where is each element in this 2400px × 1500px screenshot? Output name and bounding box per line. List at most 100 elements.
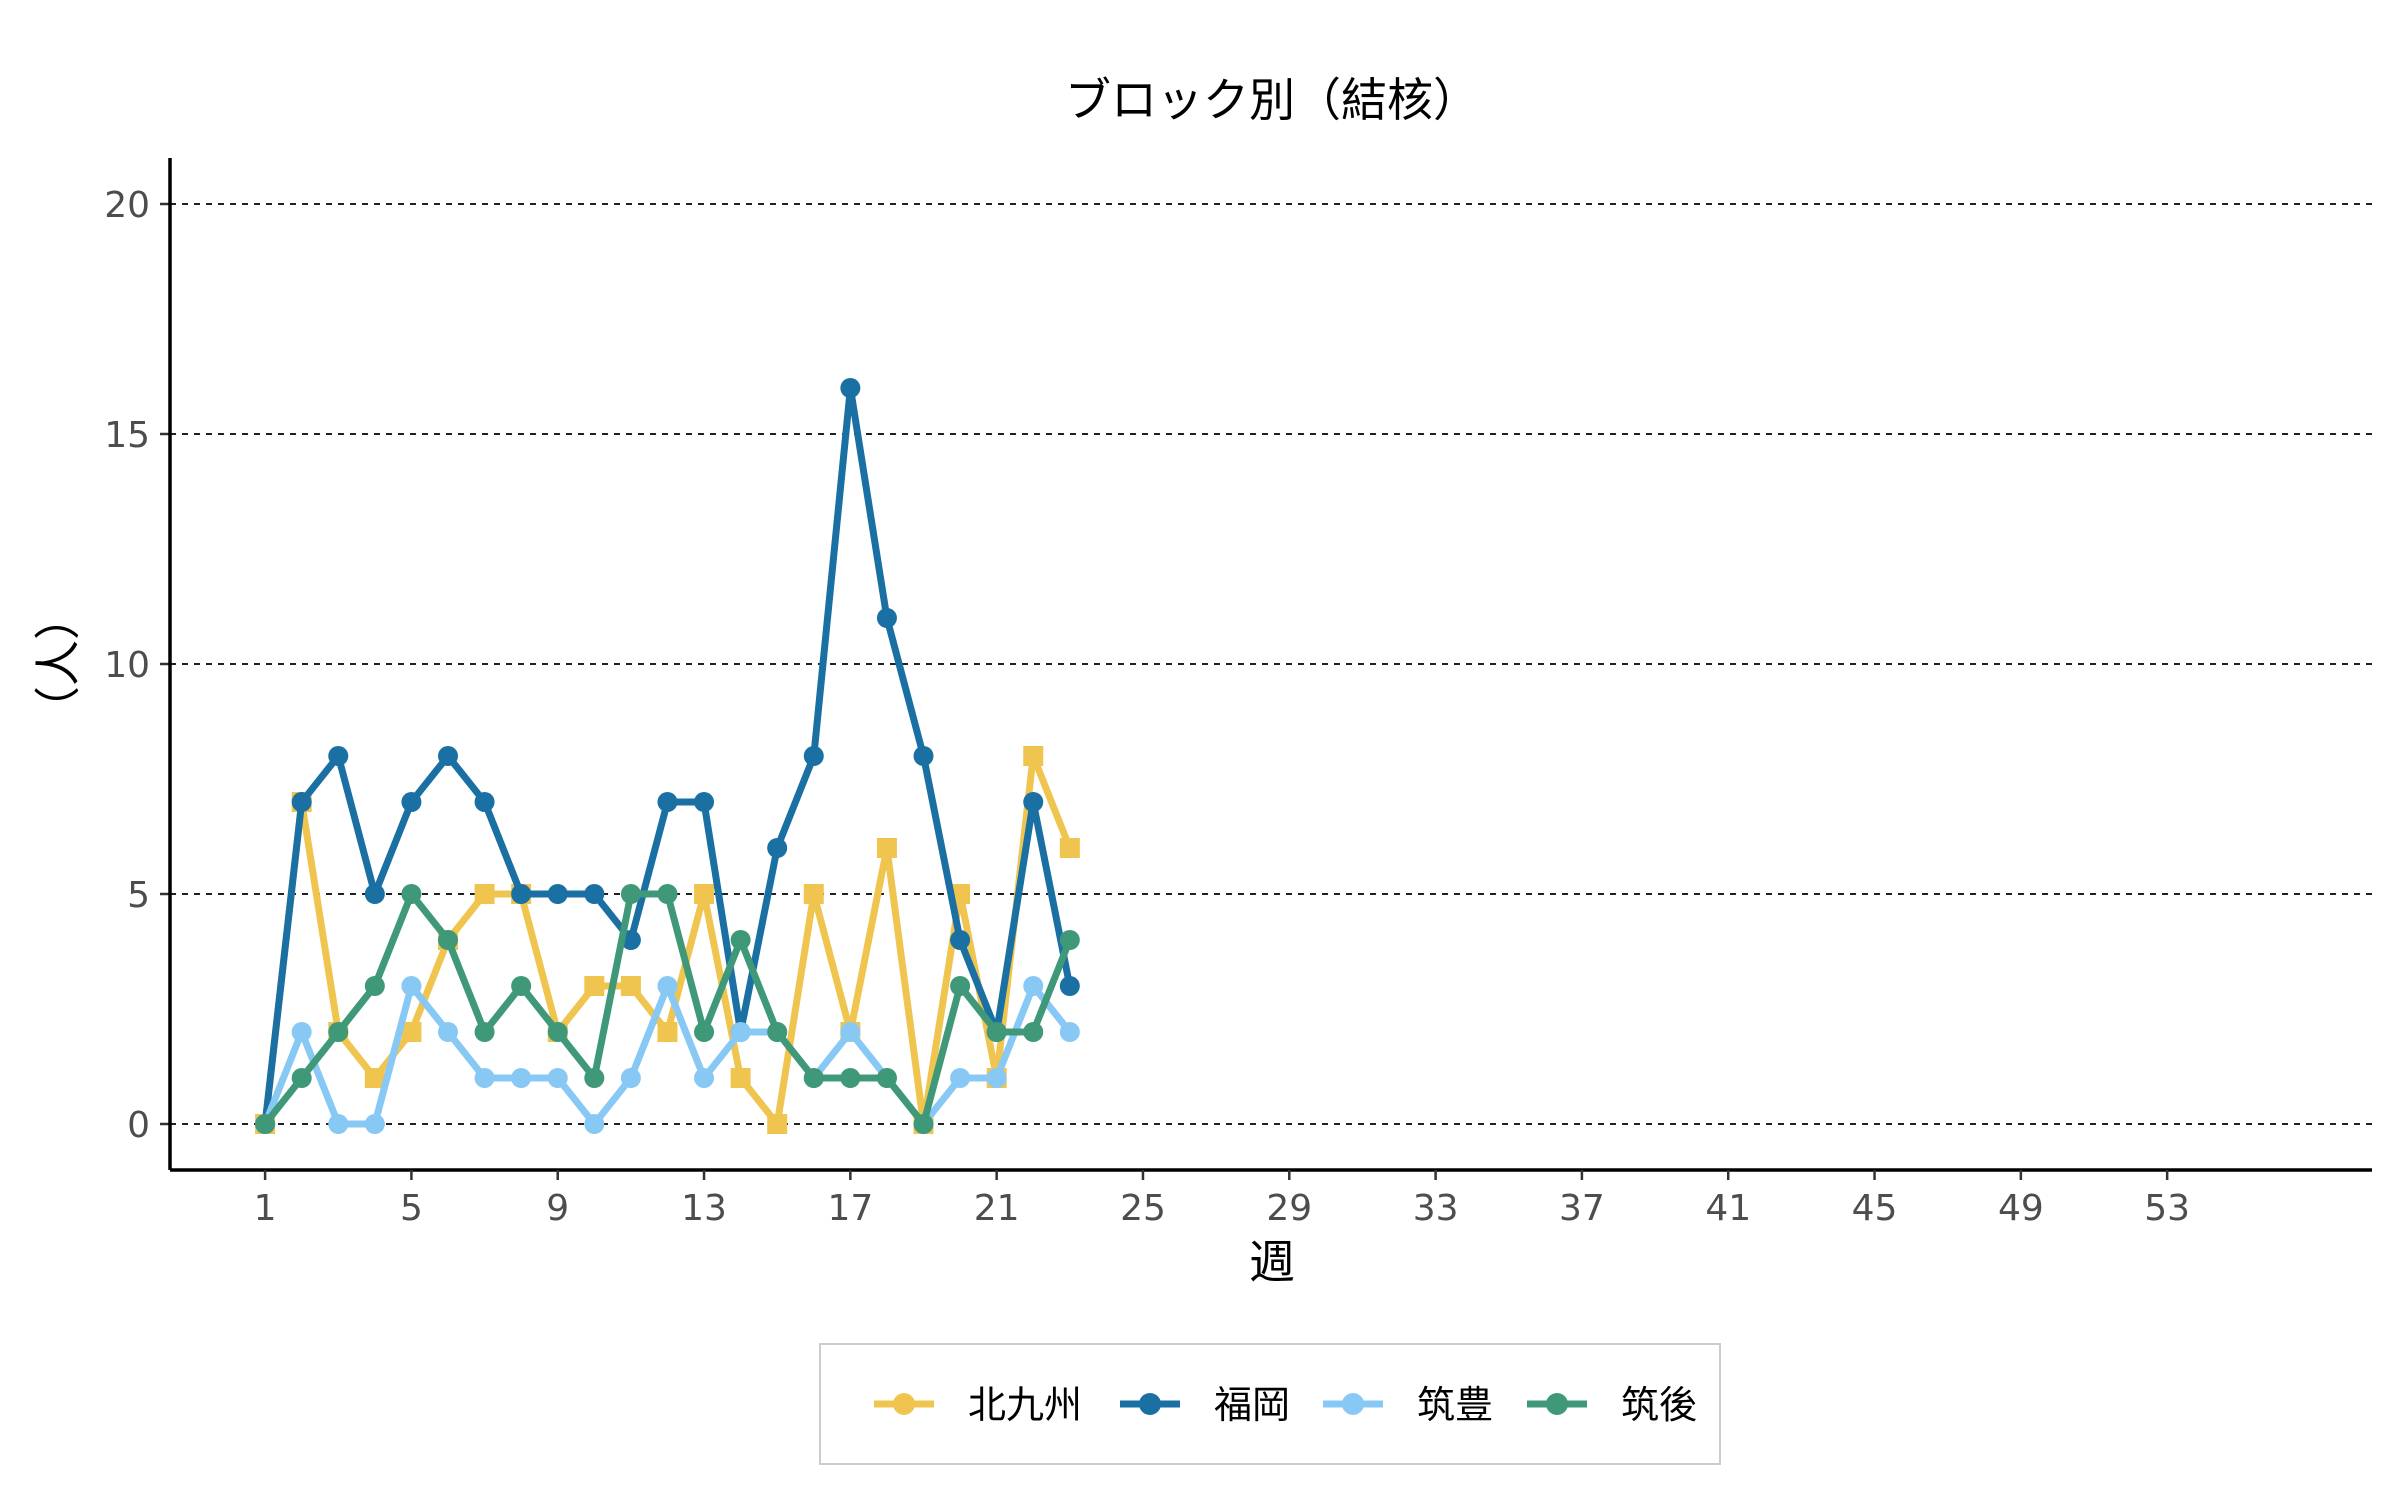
point-4-4 <box>364 976 385 996</box>
point-3-14 <box>730 1022 751 1042</box>
point-4-3 <box>328 1022 349 1042</box>
x-tick-label-37: 37 <box>1559 1188 1605 1229</box>
point-3-13 <box>694 1068 715 1088</box>
point-1-13 <box>694 884 715 904</box>
x-tick-label-9: 9 <box>546 1188 569 1229</box>
point-3-8 <box>511 1068 532 1088</box>
point-3-20 <box>950 1068 971 1088</box>
y-tick-label-20: 20 <box>104 185 150 226</box>
point-4-9 <box>547 1022 568 1042</box>
point-2-20 <box>950 930 971 950</box>
point-4-14 <box>730 930 751 950</box>
x-tick-label-49: 49 <box>1998 1188 2044 1229</box>
point-4-23 <box>1059 930 1080 950</box>
x-tick-label-5: 5 <box>400 1188 423 1229</box>
point-1-18 <box>876 838 897 858</box>
legend-label-2: 福岡 <box>1214 1383 1290 1427</box>
point-1-22 <box>1023 746 1044 766</box>
legend: 北九州 福岡 筑豊 筑後 <box>819 1343 1721 1465</box>
point-2-23 <box>1059 976 1080 996</box>
point-4-17 <box>840 1068 861 1088</box>
point-4-15 <box>767 1022 788 1042</box>
point-4-18 <box>876 1068 897 1088</box>
x-tick-label-53: 53 <box>2144 1188 2190 1229</box>
point-2-5 <box>401 792 422 812</box>
point-4-2 <box>291 1068 312 1088</box>
point-3-17 <box>840 1022 861 1042</box>
x-tick-label-41: 41 <box>1705 1188 1751 1229</box>
legend-item-3: 筑豊 <box>1323 1383 1493 1427</box>
x-tick-label-21: 21 <box>974 1188 1020 1229</box>
point-3-22 <box>1023 976 1044 996</box>
point-2-8 <box>511 884 532 904</box>
legend-label-4: 筑後 <box>1621 1383 1697 1427</box>
point-2-9 <box>547 884 568 904</box>
grid <box>170 203 2372 1125</box>
point-4-22 <box>1023 1022 1044 1042</box>
series-4 <box>255 884 1080 1134</box>
series <box>255 378 1080 1134</box>
y-tick-label-15: 15 <box>104 415 150 456</box>
point-4-5 <box>401 884 422 904</box>
legend-item-2: 福岡 <box>1120 1383 1290 1427</box>
point-2-18 <box>876 608 897 628</box>
point-3-9 <box>547 1068 568 1088</box>
point-4-10 <box>584 1068 605 1088</box>
point-1-10 <box>584 976 605 996</box>
x-tick-label-29: 29 <box>1266 1188 1312 1229</box>
legend-item-1: 北九州 <box>874 1383 1082 1427</box>
point-2-15 <box>767 838 788 858</box>
x-tick-label-45: 45 <box>1852 1188 1898 1229</box>
point-3-12 <box>657 976 678 996</box>
point-4-11 <box>620 884 641 904</box>
point-1-5 <box>401 1022 422 1042</box>
legend-item-4: 筑後 <box>1527 1383 1697 1427</box>
point-2-19 <box>913 746 934 766</box>
series-line-2 <box>261 384 1074 1128</box>
y-axis-title: （人） <box>31 594 85 732</box>
point-4-19 <box>913 1114 934 1134</box>
point-2-17 <box>840 378 861 398</box>
point-4-16 <box>803 1068 824 1088</box>
point-4-20 <box>950 976 971 996</box>
point-3-6 <box>437 1022 458 1042</box>
legend-swatch-marker-2 <box>1139 1393 1161 1415</box>
legend-label-3: 筑豊 <box>1417 1383 1493 1427</box>
point-4-12 <box>657 884 678 904</box>
point-4-21 <box>986 1022 1007 1042</box>
point-2-12 <box>657 792 678 812</box>
point-2-4 <box>364 884 385 904</box>
point-2-7 <box>474 792 495 812</box>
x-tick-label-17: 17 <box>827 1188 873 1229</box>
x-tick-label-13: 13 <box>681 1188 727 1229</box>
legend-label-1: 北九州 <box>968 1383 1082 1427</box>
x-axis-title: 週 <box>1249 1235 1295 1289</box>
point-2-3 <box>328 746 349 766</box>
y-tick-label-0: 0 <box>127 1105 150 1146</box>
x-tick-label-1: 1 <box>254 1188 277 1229</box>
point-3-5 <box>401 976 422 996</box>
point-3-23 <box>1059 1022 1080 1042</box>
point-4-1 <box>255 1114 276 1134</box>
point-3-7 <box>474 1068 495 1088</box>
point-2-10 <box>584 884 605 904</box>
point-2-2 <box>291 792 312 812</box>
point-4-8 <box>511 976 532 996</box>
point-4-6 <box>437 930 458 950</box>
x-tick-label-33: 33 <box>1413 1188 1459 1229</box>
y-tick-label-10: 10 <box>104 645 150 686</box>
series-3 <box>255 976 1080 1134</box>
point-4-7 <box>474 1022 495 1042</box>
legend-swatch-marker-1 <box>893 1393 915 1415</box>
point-1-23 <box>1059 838 1080 858</box>
x-tick-label-25: 25 <box>1120 1188 1166 1229</box>
series-line-3 <box>261 982 1074 1128</box>
point-1-15 <box>767 1114 788 1134</box>
legend-swatch-marker-3 <box>1342 1393 1364 1415</box>
point-1-4 <box>364 1068 385 1088</box>
point-2-6 <box>437 746 458 766</box>
point-2-13 <box>694 792 715 812</box>
